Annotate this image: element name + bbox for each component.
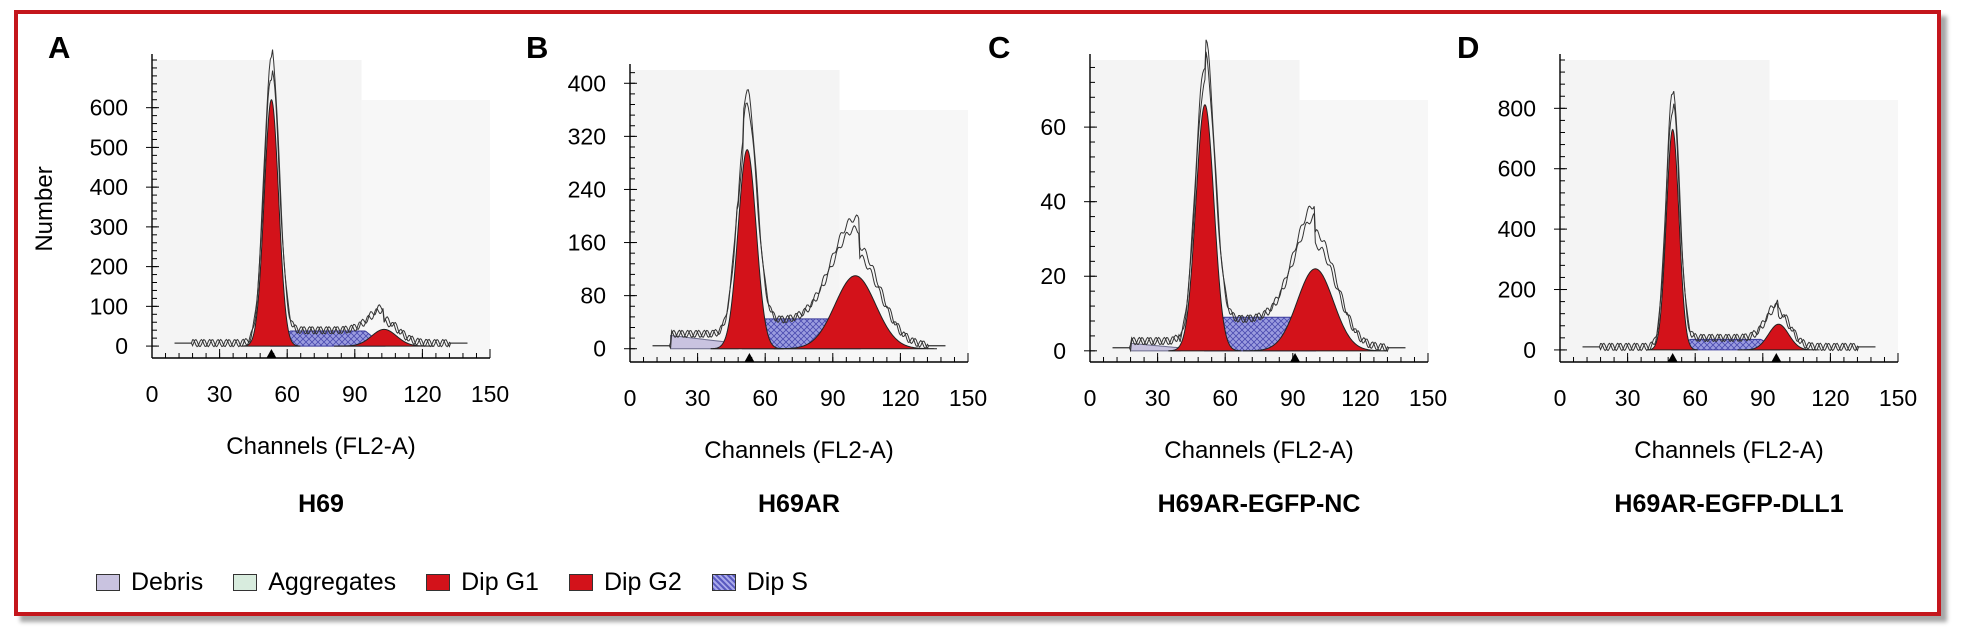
histogram-trace xyxy=(174,70,468,348)
x-tick-label: 60 xyxy=(1212,385,1238,411)
legend-label: Dip G1 xyxy=(461,568,539,596)
dip-g2-peak xyxy=(1242,268,1388,352)
plot-background xyxy=(1769,100,1898,362)
x-tick-label: 120 xyxy=(1341,385,1379,411)
x-tick-label: 90 xyxy=(1750,385,1776,411)
peak-marker xyxy=(266,349,277,358)
legend-item-debris: Debris xyxy=(96,568,203,597)
x-tick-label: 150 xyxy=(1879,385,1917,411)
x-tick-label: 60 xyxy=(752,385,778,411)
dip-g1-peak xyxy=(1168,104,1242,352)
legend-swatch xyxy=(426,574,451,591)
dip-g1-peak xyxy=(242,98,301,347)
y-tick-label: 400 xyxy=(90,174,128,200)
x-axis-label: Channels (FL2-A) xyxy=(226,433,415,460)
histogram-trace xyxy=(1112,51,1406,352)
legend-label: Dip G2 xyxy=(603,568,682,596)
legend-label: Debris xyxy=(131,568,204,596)
peak-marker xyxy=(744,353,755,362)
x-tick-label: 0 xyxy=(624,385,637,411)
y-tick-label: 160 xyxy=(568,230,606,256)
y-tick-label: 600 xyxy=(90,95,128,121)
x-tick-label: 30 xyxy=(685,385,711,411)
x-tick-label: 150 xyxy=(471,381,509,407)
panel-b: 0 80 160 240 320 400 0 30 60 90 120 150 Channels (FL… xyxy=(526,30,987,518)
peak-marker xyxy=(1667,353,1678,362)
dip-g1-peak xyxy=(1646,128,1699,351)
x-tick-label: 60 xyxy=(1682,385,1708,411)
x-tick-label: 120 xyxy=(403,381,441,407)
y-tick-label: 300 xyxy=(90,214,128,240)
x-tick-label: 150 xyxy=(949,385,987,411)
y-tick-label: 40 xyxy=(1040,189,1066,215)
y-tick-label: 100 xyxy=(90,293,128,319)
y-tick-label: 200 xyxy=(90,254,128,280)
y-tick-label: 0 xyxy=(1523,337,1536,363)
y-tick-label: 600 xyxy=(1498,156,1536,182)
panel-title: H69AR xyxy=(758,490,840,518)
y-tick-label: 400 xyxy=(1498,216,1536,242)
y-tick-label: 80 xyxy=(580,283,606,309)
y-tick-label: 320 xyxy=(568,123,606,149)
x-tick-label: 150 xyxy=(1409,385,1447,411)
y-tick-label: 0 xyxy=(1053,338,1066,364)
y-tick-label: 240 xyxy=(568,176,606,202)
dip-g1-peak xyxy=(710,149,784,350)
y-tick-label: 0 xyxy=(115,333,128,359)
x-tick-label: 120 xyxy=(1811,385,1849,411)
y-tick-label: 60 xyxy=(1040,114,1066,140)
legend-label: Aggregates xyxy=(268,568,397,596)
histogram-trace xyxy=(1582,103,1876,352)
legend-item-dip-g1: Dip G1 xyxy=(426,568,539,597)
legend: Debris Aggregates Dip G1 Dip G2 Dip S xyxy=(96,568,838,597)
dip-g2-peak xyxy=(1737,323,1820,351)
legend-swatch xyxy=(96,574,120,591)
panel-title: H69AR-EGFP-DLL1 xyxy=(1614,490,1843,518)
panel-letter: D xyxy=(1457,30,1479,65)
dip-g2-peak xyxy=(773,275,937,350)
x-tick-label: 60 xyxy=(274,381,300,407)
peak-marker xyxy=(1771,353,1782,362)
x-tick-label: 0 xyxy=(1554,385,1567,411)
panel-title: H69AR-EGFP-NC xyxy=(1158,490,1361,518)
histogram-trace xyxy=(652,102,946,350)
x-tick-label: 30 xyxy=(1615,385,1641,411)
legend-label: Dip S xyxy=(746,568,808,596)
peak-marker xyxy=(1290,353,1301,362)
y-tick-label: 800 xyxy=(1498,95,1536,121)
legend-swatch xyxy=(568,574,593,591)
legend-item-dip-s: Dip S xyxy=(711,568,808,597)
legend-swatch xyxy=(711,574,736,591)
y-tick-label: 500 xyxy=(90,134,128,160)
x-tick-label: 90 xyxy=(342,381,368,407)
y-tick-label: 200 xyxy=(1498,277,1536,303)
x-axis-label: Channels (FL2-A) xyxy=(1164,437,1353,464)
legend-item-dip-g2: Dip G2 xyxy=(568,568,682,597)
x-tick-label: 30 xyxy=(1145,385,1171,411)
x-tick-label: 90 xyxy=(820,385,846,411)
y-axis-label: Number xyxy=(31,166,58,251)
x-tick-label: 0 xyxy=(1084,385,1097,411)
x-tick-label: 120 xyxy=(881,385,919,411)
x-tick-label: 30 xyxy=(207,381,233,407)
legend-item-aggregates: Aggregates xyxy=(233,568,396,597)
panel-d: 0 200 400 600 800 0 30 60 90 120 150 Channels (FL2-… xyxy=(1457,30,1917,518)
x-axis-label: Channels (FL2-A) xyxy=(704,437,893,464)
plot-background xyxy=(361,100,490,358)
y-tick-label: 0 xyxy=(593,336,606,362)
panel-title: H69 xyxy=(298,490,344,518)
y-tick-label: 400 xyxy=(568,70,606,96)
x-tick-label: 90 xyxy=(1280,385,1306,411)
dip-g2-peak xyxy=(334,328,435,347)
x-axis-label: Channels (FL2-A) xyxy=(1634,437,1823,464)
legend-swatch xyxy=(233,574,258,591)
panel-a: 0 100 200 300 400 500 600 0 30 60 90 120 150 Channels… xyxy=(31,30,509,518)
panel-c: 0 20 40 60 0 30 60 90 120 150 Channels (FL2-A) C H69… xyxy=(988,30,1447,518)
panel-letter: A xyxy=(48,30,70,65)
panel-letter: C xyxy=(988,30,1010,65)
y-tick-label: 20 xyxy=(1040,263,1066,289)
x-tick-label: 0 xyxy=(146,381,159,407)
panel-letter: B xyxy=(526,30,548,65)
